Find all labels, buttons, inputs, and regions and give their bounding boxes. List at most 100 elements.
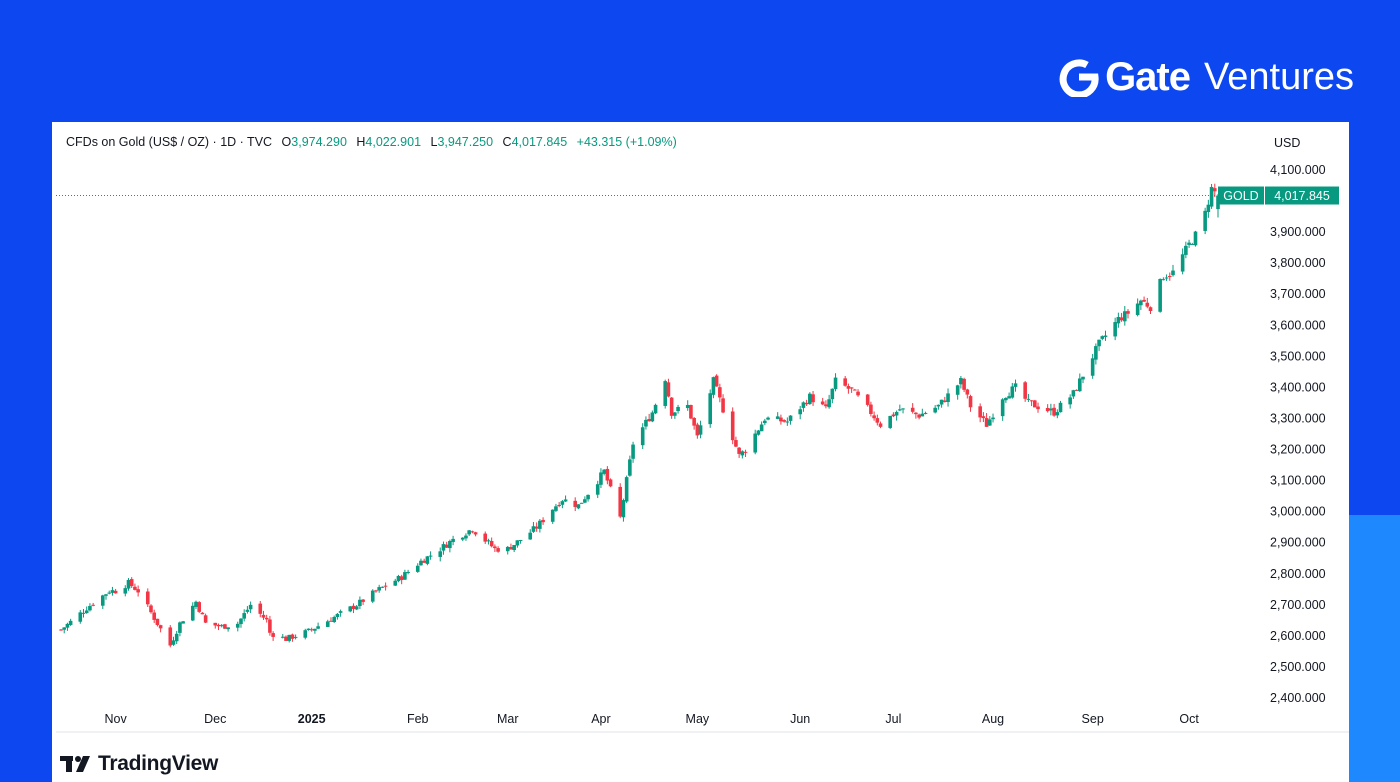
candle-body <box>901 408 905 410</box>
candle-body <box>242 613 246 619</box>
candle-body <box>1094 346 1098 360</box>
candle-body <box>872 415 876 419</box>
candle-body <box>1203 210 1207 231</box>
y-tick-label: 3,400.000 <box>1270 380 1326 394</box>
x-tick-label: Feb <box>407 712 429 726</box>
candle-body <box>496 548 500 552</box>
x-tick-label: Sep <box>1082 712 1104 726</box>
candle-body <box>473 532 478 535</box>
candle-body <box>917 414 921 418</box>
candle-body <box>396 575 401 582</box>
x-tick-label: Jul <box>885 712 901 726</box>
candle-body <box>554 506 558 511</box>
candle-body <box>644 419 648 427</box>
candle-body <box>1184 245 1188 255</box>
candle-body <box>406 571 410 573</box>
candle-body <box>824 404 828 407</box>
candle-body <box>1209 186 1214 207</box>
corner-accent <box>1348 515 1400 782</box>
candle-body <box>197 602 201 612</box>
candle-body <box>309 629 314 631</box>
candle-body <box>181 621 185 624</box>
candle-body <box>1036 406 1040 410</box>
candle-body <box>595 484 600 495</box>
candle-body <box>557 504 561 507</box>
candle-body <box>358 599 362 607</box>
candle-body <box>505 546 510 552</box>
x-tick-label: Jun <box>790 712 810 726</box>
candle-body <box>216 624 221 627</box>
candle-body <box>1045 407 1050 412</box>
candle-body <box>730 411 735 441</box>
candle-body <box>370 590 375 602</box>
candle-body <box>1090 358 1095 376</box>
y-tick-label: 2,700.000 <box>1270 598 1326 612</box>
candle-body <box>933 407 937 413</box>
candle-body <box>1058 402 1063 413</box>
x-tick-label: Mar <box>497 712 519 726</box>
candle-body <box>981 416 986 419</box>
candle-body <box>640 427 645 446</box>
candle-body <box>88 606 92 611</box>
candle-body <box>155 618 160 625</box>
candle-body <box>673 412 677 416</box>
legend-high-label: H <box>356 135 366 149</box>
candle-body <box>946 393 950 403</box>
candle-body <box>943 400 947 402</box>
candle-body <box>509 547 513 550</box>
chart-legend: CFDs on Gold (US$ / OZ) · 1D · TVC O3,97… <box>66 135 677 149</box>
candle-body <box>361 599 365 602</box>
candle-body <box>1081 376 1085 380</box>
candle-body <box>293 636 298 638</box>
x-tick-label: Aug <box>982 712 1004 726</box>
candle-body <box>268 619 272 633</box>
candle-body <box>338 611 343 613</box>
candle-body <box>287 634 291 641</box>
legend-low-label: L <box>430 135 438 149</box>
candle-body <box>1013 383 1018 387</box>
candle-body <box>599 472 603 485</box>
tradingview-logo[interactable]: TradingView <box>60 752 218 776</box>
candle-body <box>891 414 896 417</box>
candle-body <box>68 620 73 625</box>
candle-body <box>486 540 491 542</box>
candle-body <box>1206 204 1211 213</box>
candle-body <box>753 433 757 453</box>
candle-body <box>782 420 786 422</box>
candle-body <box>280 636 285 638</box>
candle-body <box>685 404 690 409</box>
candle-body <box>798 409 802 415</box>
candle-body <box>801 402 806 408</box>
price-chart[interactable]: 4,100.000 3,900.000 3,800.000 3,700.000 3,60… <box>52 122 1349 782</box>
candle-body <box>226 627 230 630</box>
candle-body <box>811 394 815 403</box>
candle-body <box>910 407 915 412</box>
candle-body <box>959 378 963 385</box>
x-tick-label: Dec <box>204 712 226 726</box>
candle-body <box>766 417 770 420</box>
candle-body <box>1116 317 1121 324</box>
candle-body <box>650 412 655 422</box>
candle-body <box>235 623 240 628</box>
candle-body <box>316 626 320 629</box>
candle-body <box>984 418 989 427</box>
candle-body <box>714 375 719 387</box>
candle-body <box>1139 300 1143 306</box>
legend-open: 3,974.290 <box>291 135 347 149</box>
candle-body <box>1071 390 1076 397</box>
candle-body <box>264 617 269 620</box>
candle-body <box>467 530 471 535</box>
candle-body <box>914 412 918 415</box>
candle-body <box>647 418 651 422</box>
candle-body <box>1097 339 1101 347</box>
candle-body <box>605 468 610 481</box>
candle-body <box>1068 397 1072 405</box>
candle-body <box>1033 400 1037 408</box>
candle-body <box>374 590 378 592</box>
candle-body <box>174 633 179 642</box>
candle-body <box>1049 408 1053 411</box>
y-tick-label: 4,100.000 <box>1270 163 1326 177</box>
tradingview-text: TradingView <box>98 752 219 775</box>
candle-body <box>1007 396 1011 399</box>
candle-body <box>1126 311 1130 314</box>
